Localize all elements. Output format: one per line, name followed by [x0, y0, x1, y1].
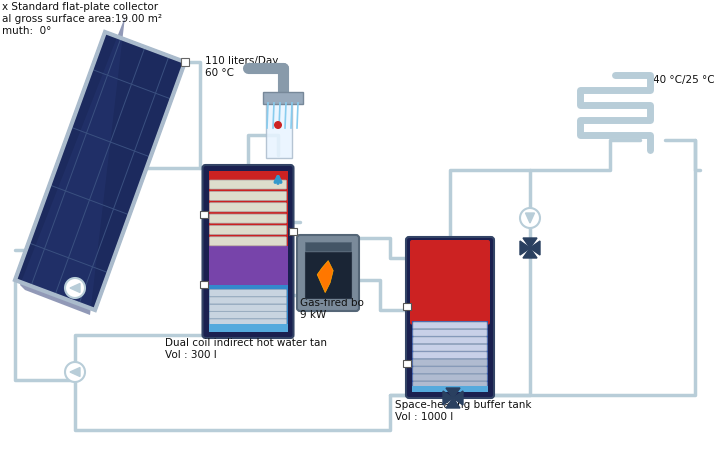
Bar — [209, 324, 287, 332]
FancyBboxPatch shape — [210, 237, 287, 246]
FancyBboxPatch shape — [413, 352, 487, 358]
Polygon shape — [523, 248, 537, 258]
Text: al gross surface area:19.00 m²: al gross surface area:19.00 m² — [2, 14, 162, 24]
Polygon shape — [446, 388, 460, 398]
Circle shape — [274, 121, 282, 129]
Text: 40 °C/25 °C: 40 °C/25 °C — [653, 75, 715, 85]
Polygon shape — [530, 241, 540, 255]
Text: Vol : 1000 l: Vol : 1000 l — [395, 412, 454, 422]
Polygon shape — [523, 238, 537, 248]
FancyBboxPatch shape — [413, 337, 487, 344]
FancyBboxPatch shape — [210, 319, 287, 326]
Polygon shape — [520, 241, 530, 255]
FancyBboxPatch shape — [406, 237, 494, 398]
Circle shape — [520, 208, 540, 228]
FancyBboxPatch shape — [210, 203, 287, 212]
FancyBboxPatch shape — [413, 374, 487, 381]
FancyBboxPatch shape — [210, 290, 287, 297]
Bar — [199, 211, 207, 218]
Text: muth:  0°: muth: 0° — [2, 26, 51, 36]
Bar — [412, 321, 488, 392]
Bar — [181, 58, 189, 66]
Polygon shape — [453, 391, 463, 405]
FancyBboxPatch shape — [210, 312, 287, 319]
Bar — [199, 281, 207, 288]
FancyBboxPatch shape — [297, 235, 359, 311]
FancyBboxPatch shape — [210, 214, 287, 223]
Bar — [266, 103, 292, 158]
FancyBboxPatch shape — [210, 191, 287, 200]
Bar — [209, 171, 287, 248]
Bar — [305, 252, 351, 298]
Bar — [209, 285, 287, 332]
Polygon shape — [443, 391, 453, 405]
Circle shape — [65, 278, 85, 298]
Text: 110 liters/Day: 110 liters/Day — [205, 56, 279, 66]
FancyBboxPatch shape — [413, 322, 487, 329]
Text: 60 °C: 60 °C — [205, 68, 234, 78]
Polygon shape — [526, 213, 534, 223]
Bar — [263, 92, 303, 104]
Bar — [209, 247, 287, 288]
FancyBboxPatch shape — [202, 165, 294, 338]
Circle shape — [65, 362, 85, 382]
FancyBboxPatch shape — [413, 381, 487, 388]
Text: Dual coil indirect hot water tan: Dual coil indirect hot water tan — [165, 338, 327, 348]
FancyBboxPatch shape — [413, 359, 487, 366]
Bar — [403, 360, 411, 367]
FancyBboxPatch shape — [210, 304, 287, 311]
Text: x Standard flat-plate collector: x Standard flat-plate collector — [2, 2, 158, 12]
FancyBboxPatch shape — [210, 226, 287, 234]
Text: 9 kW: 9 kW — [300, 310, 326, 320]
Text: Vol : 300 l: Vol : 300 l — [165, 350, 217, 360]
Bar — [403, 303, 411, 310]
Polygon shape — [318, 261, 333, 292]
Text: Space-heating buffer tank: Space-heating buffer tank — [395, 400, 531, 410]
FancyBboxPatch shape — [413, 367, 487, 373]
FancyBboxPatch shape — [410, 240, 490, 325]
Polygon shape — [20, 17, 125, 315]
Bar — [412, 386, 488, 392]
Polygon shape — [446, 398, 460, 408]
FancyBboxPatch shape — [413, 344, 487, 351]
Bar — [289, 228, 297, 235]
Polygon shape — [70, 284, 80, 292]
FancyBboxPatch shape — [210, 297, 287, 304]
Text: Gas-fired bo: Gas-fired bo — [300, 298, 364, 308]
Bar — [305, 242, 351, 250]
FancyBboxPatch shape — [413, 329, 487, 336]
Polygon shape — [15, 32, 185, 310]
FancyBboxPatch shape — [210, 180, 287, 189]
Polygon shape — [70, 367, 80, 376]
